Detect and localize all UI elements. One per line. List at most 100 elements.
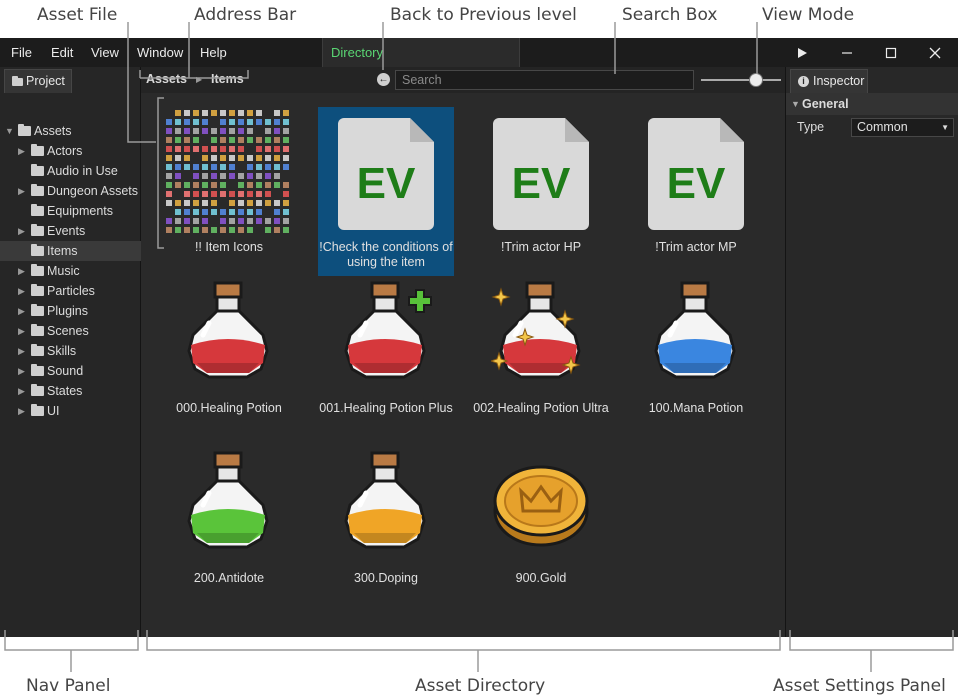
sidebar-item-sound[interactable]: ▶ Sound bbox=[0, 361, 141, 381]
tree-item-label: UI bbox=[47, 404, 60, 418]
tab-inspector-label: Inspector bbox=[813, 74, 865, 88]
sidebar-item-audio-in-use[interactable]: Audio in Use bbox=[0, 161, 141, 181]
folder-icon bbox=[31, 184, 44, 196]
sidebar-item-events[interactable]: ▶ Events bbox=[0, 221, 141, 241]
potion-icon bbox=[179, 449, 279, 558]
asset-label: 900.Gold bbox=[515, 571, 567, 585]
menu-window[interactable]: Window bbox=[137, 45, 184, 60]
menu-file[interactable]: File bbox=[11, 45, 32, 60]
asset-label: 100.Mana Potion bbox=[648, 401, 744, 415]
asset-item[interactable]: 001.Healing Potion Plus bbox=[318, 275, 454, 433]
asset-item[interactable]: !! Item Icons bbox=[161, 107, 297, 276]
potion-icon bbox=[179, 279, 279, 388]
minimize-icon[interactable] bbox=[825, 38, 869, 67]
folder-icon bbox=[31, 264, 44, 276]
asset-label: !! Item Icons bbox=[194, 240, 264, 254]
tree-root-assets[interactable]: ▼ Assets bbox=[0, 121, 141, 141]
folder-icon bbox=[31, 244, 44, 256]
menu-edit[interactable]: Edit bbox=[51, 45, 74, 60]
asset-label: 002.Healing Potion Ultra bbox=[473, 401, 609, 415]
svg-text:EV: EV bbox=[667, 159, 726, 208]
chevron-right-icon[interactable]: ▶ bbox=[18, 366, 25, 376]
menu-help[interactable]: Help bbox=[200, 45, 227, 60]
tree-item-label: Music bbox=[47, 264, 80, 278]
sidebar-item-particles[interactable]: ▶ Particles bbox=[0, 281, 141, 301]
info-icon: i bbox=[798, 76, 809, 87]
chevron-right-icon[interactable]: ▶ bbox=[18, 346, 25, 356]
asset-item[interactable]: 300.Doping bbox=[318, 445, 454, 603]
tab-project[interactable]: Project bbox=[4, 69, 72, 93]
chevron-right-icon[interactable]: ▶ bbox=[18, 306, 25, 316]
search-input[interactable] bbox=[395, 70, 694, 90]
sidebar-item-states[interactable]: ▶ States bbox=[0, 381, 141, 401]
breadcrumb-assets[interactable]: Assets bbox=[146, 72, 187, 86]
asset-label: 000.Healing Potion bbox=[176, 401, 282, 415]
tree-item-label: Scenes bbox=[47, 324, 89, 338]
close-icon[interactable] bbox=[913, 38, 957, 67]
play-icon[interactable] bbox=[780, 38, 824, 67]
tree-item-label: Skills bbox=[47, 344, 77, 358]
folder-icon bbox=[31, 204, 44, 216]
asset-item[interactable]: 200.Antidote bbox=[161, 445, 297, 603]
folder-icon bbox=[31, 224, 44, 236]
view-mode-slider[interactable] bbox=[701, 73, 781, 87]
tree-item-label: Audio in Use bbox=[47, 164, 118, 178]
nav-panel: Project ▼ Assets ▶ Actors Audio in Use ▶ Dunge… bbox=[0, 67, 141, 637]
chevron-right-icon[interactable]: ▶ bbox=[18, 226, 25, 236]
event-file-icon: EV bbox=[648, 118, 744, 235]
chevron-down-icon[interactable]: ▼ bbox=[5, 126, 14, 136]
sidebar-item-actors[interactable]: ▶ Actors bbox=[0, 141, 141, 161]
editor-window: File Edit View Window Help Directory Pro… bbox=[0, 38, 958, 637]
asset-settings-panel: i Inspector ▼ General Type Common ▼ bbox=[785, 67, 958, 637]
asset-item[interactable]: 000.Healing Potion bbox=[161, 275, 297, 433]
back-arrow-icon[interactable]: ← bbox=[377, 73, 390, 86]
callout-nav-panel: Nav Panel bbox=[26, 676, 111, 696]
chevron-right-icon[interactable]: ▶ bbox=[18, 326, 25, 336]
callout-asset-file: Asset File bbox=[37, 5, 118, 25]
potion-icon bbox=[336, 279, 436, 388]
asset-item[interactable]: EV !Trim actor HP bbox=[473, 107, 609, 276]
asset-label: 200.Antidote bbox=[193, 571, 265, 585]
asset-item[interactable]: 900.Gold bbox=[473, 445, 609, 603]
potion-icon bbox=[336, 449, 436, 558]
chevron-right-icon[interactable]: ▶ bbox=[18, 386, 25, 396]
chevron-right-icon[interactable]: ▶ bbox=[18, 406, 25, 416]
menu-view[interactable]: View bbox=[91, 45, 119, 60]
chevron-down-icon: ▼ bbox=[791, 99, 800, 109]
tree-item-label: Equipments bbox=[47, 204, 114, 218]
asset-item[interactable]: 002.Healing Potion Ultra bbox=[473, 275, 609, 433]
asset-item[interactable]: EV !Check the conditions of using the ite… bbox=[318, 107, 454, 276]
chevron-right-icon[interactable]: ▶ bbox=[18, 186, 25, 196]
sidebar-item-plugins[interactable]: ▶ Plugins bbox=[0, 301, 141, 321]
chevron-right-icon[interactable]: ▶ bbox=[18, 266, 25, 276]
tab-inspector[interactable]: i Inspector bbox=[790, 69, 868, 93]
chevron-right-icon[interactable]: ▶ bbox=[18, 286, 25, 296]
tree-item-label: Particles bbox=[47, 284, 95, 298]
menu-bar: File Edit View Window Help Directory bbox=[0, 38, 958, 67]
callout-asset-directory: Asset Directory bbox=[415, 676, 546, 696]
slider-thumb[interactable] bbox=[749, 73, 763, 87]
tab-project-label: Project bbox=[26, 74, 65, 88]
asset-item[interactable]: 100.Mana Potion bbox=[628, 275, 764, 433]
sidebar-item-scenes[interactable]: ▶ Scenes bbox=[0, 321, 141, 341]
breadcrumb-items[interactable]: Items bbox=[211, 72, 244, 86]
sidebar-item-skills[interactable]: ▶ Skills bbox=[0, 341, 141, 361]
asset-item[interactable]: EV !Trim actor MP bbox=[628, 107, 764, 276]
sidebar-item-ui[interactable]: ▶ UI bbox=[0, 401, 141, 421]
event-file-icon: EV bbox=[493, 118, 589, 235]
sidebar-item-equipments[interactable]: Equipments bbox=[0, 201, 141, 221]
folder-icon bbox=[31, 304, 44, 316]
sidebar-item-dungeon-assets[interactable]: ▶ Dungeon Assets bbox=[0, 181, 141, 201]
type-select[interactable]: Common ▼ bbox=[851, 118, 954, 137]
tree-item-label: Events bbox=[47, 224, 86, 238]
asset-label: 300.Doping bbox=[354, 571, 418, 585]
asset-label: !Check the conditions of using the item bbox=[319, 240, 453, 269]
folder-icon bbox=[31, 284, 44, 296]
sidebar-item-items[interactable]: Items bbox=[0, 241, 141, 261]
chevron-right-icon[interactable]: ▶ bbox=[18, 146, 25, 156]
breadcrumb-separator: ▶ bbox=[196, 75, 203, 84]
section-general[interactable]: ▼ General bbox=[786, 93, 958, 115]
maximize-icon[interactable] bbox=[869, 38, 913, 67]
tab-directory[interactable]: Directory bbox=[322, 38, 520, 67]
sidebar-item-music[interactable]: ▶ Music bbox=[0, 261, 141, 281]
